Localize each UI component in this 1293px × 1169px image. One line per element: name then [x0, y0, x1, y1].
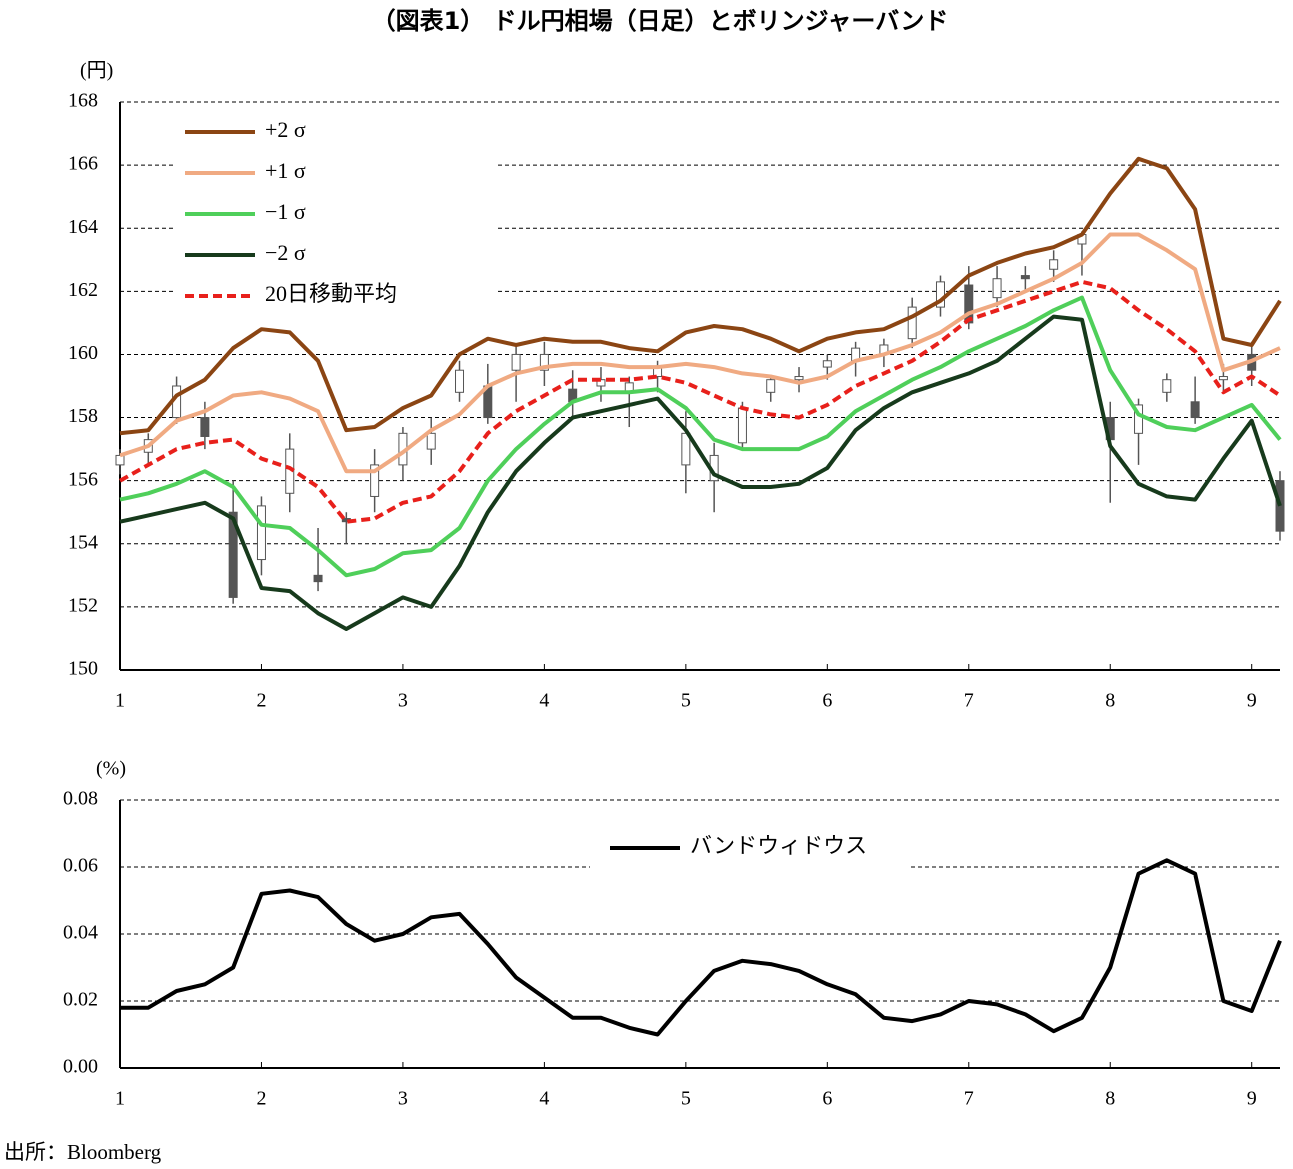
- candle-body: [256, 505, 266, 561]
- y-tick-label: 166: [68, 153, 98, 175]
- y-tick-label: 156: [68, 468, 98, 490]
- y-tick-label: 164: [68, 216, 98, 238]
- chart-title: （図表1） ドル円相場（日足）とボリンジャーバンド: [372, 7, 949, 35]
- candle-body: [1190, 401, 1200, 419]
- x-tick-label: 2: [256, 690, 266, 712]
- x-tick-label: 9: [1247, 1088, 1257, 1110]
- x-tick-label: 8: [1105, 1088, 1115, 1110]
- x-tick-label: 1: [115, 690, 125, 712]
- legend-label: +2 σ: [265, 117, 306, 142]
- y-tick-label: 150: [68, 658, 98, 680]
- series-line: [120, 858, 1282, 1037]
- legend-label: +1 σ: [265, 158, 306, 183]
- candle-body: [370, 464, 380, 497]
- y-unit: (円): [80, 60, 113, 82]
- y-tick-label: 158: [68, 405, 98, 427]
- candle-body: [115, 454, 125, 466]
- x-tick-label: 5: [681, 1088, 691, 1110]
- candle-body: [1275, 480, 1285, 532]
- candle-body: [1218, 376, 1228, 381]
- x-tick-label: 9: [1247, 690, 1257, 712]
- y-tick-label: 152: [68, 594, 98, 616]
- candle-body: [1020, 275, 1030, 280]
- x-tick-label: 6: [822, 690, 832, 712]
- x-tick-label: 6: [822, 1088, 832, 1110]
- x-tick-label: 7: [964, 1088, 974, 1110]
- candle-body: [228, 511, 238, 598]
- legend-label: −2 σ: [265, 240, 306, 265]
- candle-body: [964, 284, 974, 324]
- y-tick-label: 0.06: [63, 855, 98, 877]
- candle-body: [737, 407, 747, 444]
- x-tick-label: 5: [681, 690, 691, 712]
- x-tick-label: 4: [539, 690, 549, 712]
- series-line: [119, 156, 1282, 436]
- candle-body: [1134, 404, 1144, 434]
- source-note: 出所：Bloomberg: [4, 1140, 162, 1164]
- x-tick-label: 3: [398, 690, 408, 712]
- candle-body: [455, 369, 465, 393]
- x-tick-label: 3: [398, 1088, 408, 1110]
- y-tick-label: 0.04: [63, 922, 98, 944]
- legend-label: 20日移動平均: [265, 281, 397, 306]
- y-tick-label: 0.08: [63, 788, 98, 810]
- x-tick-label: 8: [1105, 690, 1115, 712]
- y-tick-label: 162: [68, 279, 98, 301]
- candle-body: [992, 278, 1002, 299]
- candle-body: [426, 432, 436, 450]
- legend-label: バンドウィドウス: [690, 833, 867, 858]
- candle-body: [539, 353, 549, 371]
- candle-body: [285, 448, 295, 494]
- x-tick-label: 2: [256, 1088, 266, 1110]
- series-line: [119, 295, 1282, 578]
- x-tick-label: 4: [539, 1088, 549, 1110]
- y-tick-label: 0.00: [63, 1056, 98, 1078]
- candle-body: [766, 379, 776, 393]
- candle-body: [511, 353, 521, 371]
- x-tick-label: 1: [115, 1088, 125, 1110]
- legend-label: −1 σ: [265, 199, 306, 224]
- series-line: [119, 232, 1281, 474]
- y-tick-label: 168: [68, 90, 98, 112]
- y-unit: (%): [96, 758, 126, 780]
- candle-body: [822, 360, 832, 368]
- candle-body: [200, 417, 210, 437]
- series-line: [119, 314, 1282, 631]
- y-tick-label: 154: [68, 531, 98, 553]
- candle-body: [313, 574, 323, 583]
- series-line: [119, 279, 1282, 524]
- candle-body: [935, 281, 945, 308]
- candle-body: [1162, 379, 1172, 393]
- candle-body: [907, 306, 917, 340]
- candle-body: [1049, 259, 1059, 270]
- y-tick-label: 160: [68, 342, 98, 364]
- candle-body: [794, 376, 804, 381]
- y-tick-label: 0.02: [63, 989, 98, 1011]
- x-tick-label: 7: [964, 690, 974, 712]
